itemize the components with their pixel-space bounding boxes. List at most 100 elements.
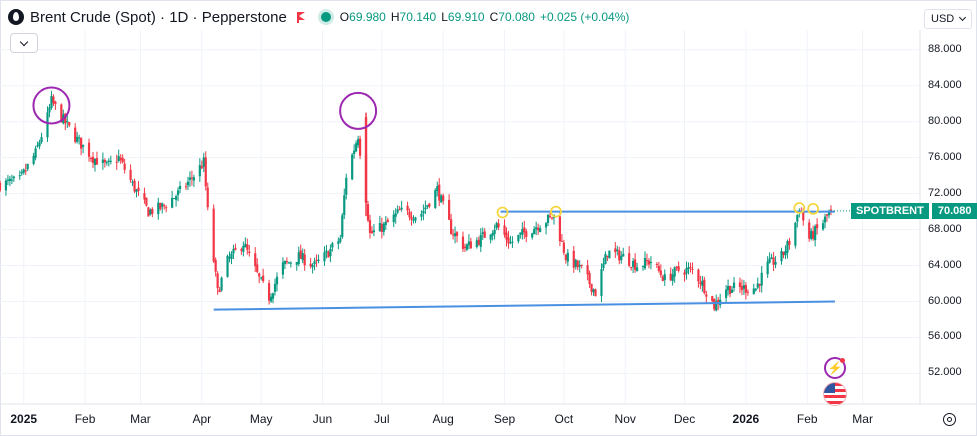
candle-body: [562, 242, 565, 253]
candle-body: [683, 272, 686, 275]
lightning-bolt-icon[interactable]: ⚡: [824, 357, 846, 379]
candle-body: [630, 267, 633, 269]
annotations: [32, 86, 920, 311]
candle-body: [673, 267, 676, 277]
candle-body: [299, 250, 302, 259]
candle-body: [4, 180, 8, 191]
candle-body: [728, 285, 732, 294]
candle-body: [26, 163, 29, 170]
candle-body: [10, 179, 13, 181]
candle-body: [812, 231, 815, 239]
candle-body: [358, 138, 362, 156]
candle-body: [311, 264, 314, 268]
candle-body: [392, 214, 395, 223]
candle-body: [301, 253, 304, 261]
candle-body: [40, 137, 43, 143]
time-tick-label: Jul: [374, 412, 390, 426]
candle-body: [574, 259, 577, 267]
candle-body: [161, 203, 164, 207]
touch-marker: [550, 205, 562, 218]
candle-body: [560, 240, 563, 242]
symbol-title[interactable]: Brent Crude (Spot) · 1D · Pepperstone: [30, 8, 287, 26]
time-tick-label: Jun: [312, 412, 333, 426]
candle-body: [192, 177, 195, 181]
candle-body: [93, 158, 97, 165]
candle-body: [509, 242, 512, 244]
candle-body: [216, 273, 219, 289]
candle-body: [24, 170, 27, 172]
candle-body: [408, 211, 411, 218]
candle-body: [20, 171, 23, 174]
candle-body: [701, 280, 704, 286]
candle-body: [426, 205, 429, 207]
high-value: 70.140: [399, 10, 437, 24]
candle-body: [622, 253, 625, 257]
candle-body: [355, 143, 358, 152]
candle-body: [81, 144, 85, 147]
candle-body: [788, 240, 791, 245]
candle-body: [297, 252, 300, 265]
price-tick-label: 72.000: [928, 186, 962, 199]
collapse-legend-button[interactable]: [10, 33, 38, 53]
candle-body: [353, 150, 356, 154]
candle-body: [325, 250, 328, 253]
close-label: C: [489, 10, 499, 24]
candle-body: [76, 136, 79, 142]
candle-body: [655, 264, 658, 266]
candle-body: [275, 276, 279, 285]
candle-body: [273, 283, 277, 292]
touch-marker: [793, 202, 806, 214]
time-tick-label: Dec: [673, 412, 696, 426]
time-tick-label: Mar: [852, 412, 873, 426]
open-label: O: [339, 10, 350, 24]
currency-selector[interactable]: USD: [924, 9, 972, 29]
candle-body: [123, 163, 126, 170]
candle-body: [46, 112, 49, 138]
candle-body: [786, 241, 789, 253]
candle-body: [576, 260, 579, 268]
us-flag-icon[interactable]: [823, 382, 847, 406]
candle-body: [564, 254, 567, 261]
candle-body: [103, 159, 106, 163]
candle-body: [517, 234, 520, 242]
candle-body: [178, 185, 182, 190]
candle-body: [410, 217, 413, 220]
candle-body: [343, 195, 346, 215]
candle-body: [414, 217, 417, 221]
candle-body: [420, 213, 423, 217]
candle-body: [220, 277, 223, 291]
candle-body: [770, 257, 773, 259]
candle-body: [746, 291, 749, 293]
time-tick-label: Oct: [554, 412, 574, 426]
candle-body: [766, 261, 769, 275]
candle-body: [675, 266, 678, 268]
candle-body: [380, 223, 383, 232]
candle-body: [618, 250, 621, 261]
candle-body: [689, 267, 692, 269]
candle-body: [550, 217, 554, 219]
red-flag-icon[interactable]: [296, 11, 309, 23]
candle-body: [519, 232, 522, 235]
candle-body: [730, 289, 734, 293]
ohlc-values: O69.980 H70.140 L69.910 C70.080 +0.025 (+0.0…: [340, 10, 630, 24]
candle-body: [756, 283, 759, 288]
candle-body: [228, 257, 231, 259]
candle-body: [525, 231, 528, 238]
candle-body: [357, 139, 360, 146]
candle-body: [533, 228, 536, 235]
candle-body: [129, 169, 132, 181]
time-tick-label: Feb: [74, 412, 96, 426]
candle-body: [6, 179, 10, 181]
candle-body: [309, 263, 312, 267]
candle-body: [754, 288, 757, 291]
candle-body: [449, 219, 453, 235]
market-open-dot-icon: [320, 12, 331, 22]
candle-body: [240, 249, 243, 251]
gear-icon[interactable]: [943, 413, 956, 426]
candle-body: [823, 216, 827, 223]
candle-body: [649, 262, 653, 264]
currency-label: USD: [931, 13, 955, 25]
candle-body: [151, 208, 154, 214]
